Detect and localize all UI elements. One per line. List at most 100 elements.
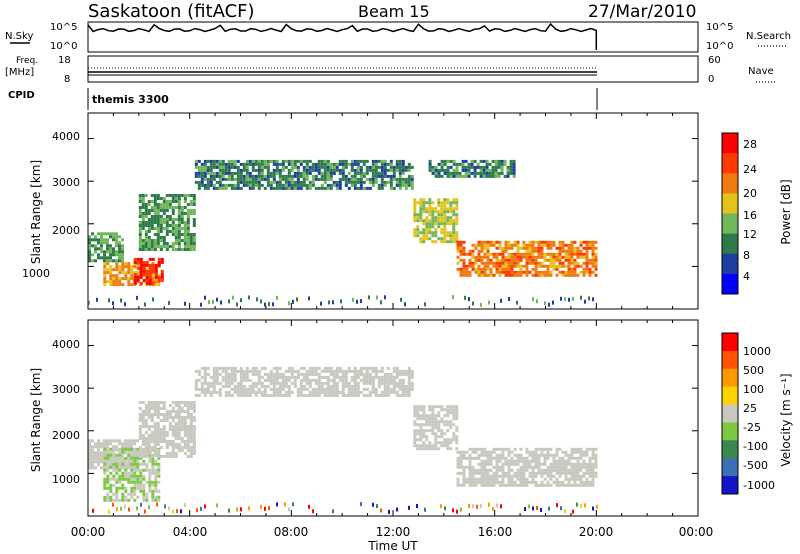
power-cell [540,270,544,274]
velocity-cell [287,390,291,394]
velocity-cell [106,462,110,466]
velocity-cell [263,378,267,382]
velocity-cell [159,446,163,449]
velocity-cell [594,447,598,451]
power-axis-ticks [87,113,699,309]
power-cell [138,209,142,212]
power-cell [97,238,100,242]
velocity-cell [130,492,134,496]
power-cell [290,174,294,178]
power-cell [455,219,459,223]
velocity-cell [183,401,187,404]
velocity-cell [97,460,100,464]
power-cell [455,231,459,235]
power-cell [323,165,327,169]
power-cell [389,186,393,190]
velocity-cell [356,387,360,391]
velocity-cell [362,381,366,385]
velocity-cell [416,423,420,427]
power-cell [127,265,131,269]
velocity-cell [121,492,125,496]
power-cell [455,168,459,172]
power-cell [386,180,390,184]
power-cell [425,237,429,241]
velocity-cell [194,369,198,373]
velocity-cell [395,366,399,370]
power-cell [462,267,466,271]
power-cell [389,168,393,172]
velocity-cell [141,437,145,440]
power-cell [474,267,478,271]
velocity-cell [157,456,161,460]
velocity-cell [434,444,438,448]
velocity-cell [118,439,121,443]
cpid-mode: themis 3300 [92,93,169,106]
velocity-cell [144,410,148,413]
power-cell [320,159,324,163]
power-cell [165,200,169,203]
power-cell [489,252,493,256]
velocity-cell [498,447,502,451]
power-cell [180,239,184,242]
velocity-cell [284,393,288,397]
power-cell [446,174,450,178]
velocity-cell [431,408,435,412]
power-cell [528,270,532,274]
power-cell [452,207,456,211]
power-cell [112,274,116,278]
power-cell [341,162,345,166]
velocity-cell [413,435,417,439]
power-cell [582,246,586,250]
velocity-cell [549,477,553,481]
velocity-cell [371,366,375,370]
vel-cbar-tick-25: 25 [743,402,757,415]
velocity-cell [156,404,160,407]
velocity-cell [462,474,466,478]
power-cell [157,260,161,264]
power-cell [299,159,303,163]
power-cell [594,273,598,277]
power-cell [227,165,231,169]
power-cell [534,249,538,253]
velocity-cell [486,471,490,475]
power-cell [425,219,429,223]
power-cell [320,186,324,190]
velocity-cell [174,437,178,440]
velocity-cell [115,495,119,499]
velocity-cell [474,450,478,454]
power-cell [513,243,517,247]
velocity-cell [356,384,360,388]
power-cell [245,180,249,184]
power-cell [564,249,568,253]
power-cell [171,233,175,236]
power-cell [392,171,396,175]
power-cell [115,250,118,254]
velocity-cell [353,369,357,373]
velocity-cell [564,450,568,454]
power-cell [504,273,508,277]
velocity-cell [106,495,110,499]
velocity-cell [109,456,113,460]
velocity-cell [272,378,276,382]
power-cell [153,248,157,251]
velocity-cell [516,483,520,487]
power-cell [489,261,493,265]
power-cell [353,171,357,175]
velocity-cell [332,384,336,388]
power-cell [476,171,480,175]
power-cell [516,261,520,265]
power-cell [147,236,151,239]
velocity-cell [449,411,453,415]
power-cell [407,168,411,172]
velocity-cell [293,369,297,373]
power-cell [579,243,583,247]
velocity-cell [462,471,466,475]
velocity-cell [588,468,592,472]
velocity-cell [507,462,511,466]
velocity-cell [189,434,193,437]
power-cell [156,233,160,236]
power-cell [272,168,276,172]
power-cell [203,162,207,166]
power-cell [428,231,432,235]
power-cell [483,252,487,256]
